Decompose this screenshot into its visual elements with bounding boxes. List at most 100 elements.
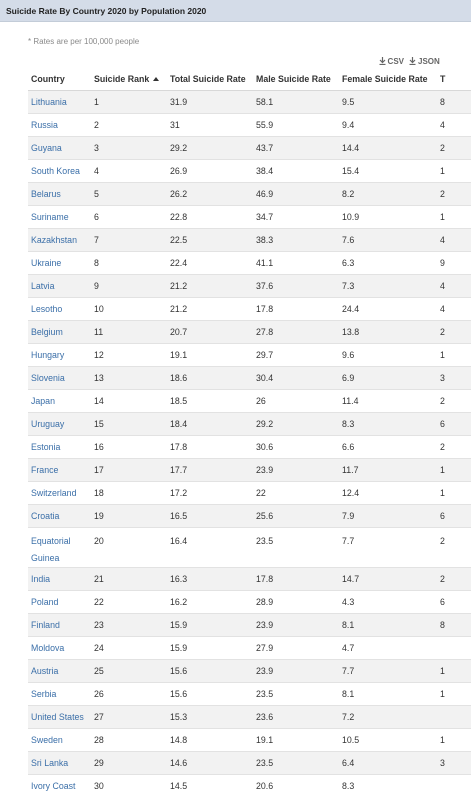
table-row: India 21 16.3 17.8 14.7 2 bbox=[28, 567, 471, 591]
cell-country[interactable]: Estonia bbox=[28, 435, 91, 459]
cell-total-rate: 26.9 bbox=[167, 159, 253, 183]
cell-male-rate: 43.7 bbox=[253, 136, 339, 160]
rates-note: * Rates are per 100,000 people bbox=[28, 37, 140, 46]
cell-country[interactable]: Japan bbox=[28, 389, 91, 413]
table-row: Sweden 28 14.8 19.1 10.5 1 bbox=[28, 728, 471, 752]
cell-country[interactable]: Guyana bbox=[28, 136, 91, 160]
column-header-suicide-rank[interactable]: Suicide Rank bbox=[91, 68, 167, 91]
cell-suicide-rank: 7 bbox=[91, 228, 167, 252]
table-row: Ukraine 8 22.4 41.1 6.3 9 bbox=[28, 251, 471, 275]
cell-total-rate: 16.5 bbox=[167, 504, 253, 528]
cell-country[interactable]: Ukraine bbox=[28, 251, 91, 275]
cell-total-rate: 31 bbox=[167, 113, 253, 137]
table-row: Poland 22 16.2 28.9 4.3 6 bbox=[28, 590, 471, 614]
cell-suicide-rank: 20 bbox=[91, 527, 167, 568]
column-header-truncated[interactable]: T bbox=[437, 68, 471, 91]
column-header-total-rate[interactable]: Total Suicide Rate bbox=[167, 68, 253, 91]
cell-male-rate: 29.2 bbox=[253, 412, 339, 436]
cell-country[interactable]: United States bbox=[28, 705, 91, 729]
cell-country[interactable]: Belgium bbox=[28, 320, 91, 344]
cell-female-rate: 9.4 bbox=[339, 113, 437, 137]
cell-country[interactable]: Finland bbox=[28, 613, 91, 637]
cell-country[interactable]: Sweden bbox=[28, 728, 91, 752]
column-header-country[interactable]: Country bbox=[28, 68, 91, 91]
cell-country[interactable]: Latvia bbox=[28, 274, 91, 298]
cell-female-rate: 11.4 bbox=[339, 389, 437, 413]
cell-female-rate: 14.4 bbox=[339, 136, 437, 160]
cell-female-rate: 13.8 bbox=[339, 320, 437, 344]
cell-country[interactable]: Suriname bbox=[28, 205, 91, 229]
cell-suicide-rank: 10 bbox=[91, 297, 167, 321]
cell-country[interactable]: Ivory Coast bbox=[28, 774, 91, 795]
cell-total-rate: 16.2 bbox=[167, 590, 253, 614]
cell-country[interactable]: Moldova bbox=[28, 636, 91, 660]
cell-male-rate: 23.9 bbox=[253, 613, 339, 637]
cell-country[interactable]: South Korea bbox=[28, 159, 91, 183]
cell-suicide-rank: 30 bbox=[91, 774, 167, 795]
cell-country[interactable]: Lesotho bbox=[28, 297, 91, 321]
cell-suicide-rank: 24 bbox=[91, 636, 167, 660]
cell-female-rate: 6.9 bbox=[339, 366, 437, 390]
cell-country[interactable]: Belarus bbox=[28, 182, 91, 206]
cell-truncated: 1 bbox=[437, 343, 471, 367]
column-header-label: T bbox=[440, 73, 446, 84]
cell-country[interactable]: Equatorial Guinea bbox=[28, 527, 91, 568]
cell-truncated: 2 bbox=[437, 527, 471, 568]
cell-total-rate: 14.6 bbox=[167, 751, 253, 775]
cell-country[interactable]: Croatia bbox=[28, 504, 91, 528]
cell-suicide-rank: 16 bbox=[91, 435, 167, 459]
cell-country[interactable]: Hungary bbox=[28, 343, 91, 367]
column-header-label: Suicide Rank bbox=[94, 73, 150, 84]
cell-male-rate: 23.5 bbox=[253, 527, 339, 568]
column-header-label: Country bbox=[31, 73, 65, 84]
table-row: Lithuania 1 31.9 58.1 9.5 8 bbox=[28, 90, 471, 114]
cell-total-rate: 15.9 bbox=[167, 636, 253, 660]
cell-total-rate: 17.7 bbox=[167, 458, 253, 482]
table-row: United States 27 15.3 23.6 7.2 bbox=[28, 705, 471, 729]
sort-ascending-icon bbox=[153, 76, 160, 81]
column-header-female-rate[interactable]: Female Suicide Rate bbox=[339, 68, 437, 91]
cell-female-rate: 9.6 bbox=[339, 343, 437, 367]
cell-female-rate: 8.2 bbox=[339, 182, 437, 206]
cell-truncated: 1 bbox=[437, 682, 471, 706]
download-icon bbox=[379, 57, 386, 65]
json-export-link[interactable]: JSON bbox=[409, 57, 449, 66]
json-label: JSON bbox=[418, 57, 440, 66]
cell-country[interactable]: Kazakhstan bbox=[28, 228, 91, 252]
cell-truncated: 8 bbox=[437, 90, 471, 114]
cell-female-rate: 10.9 bbox=[339, 205, 437, 229]
table-row: Switzerland 18 17.2 22 12.4 1 bbox=[28, 481, 471, 505]
cell-suicide-rank: 12 bbox=[91, 343, 167, 367]
column-header-label: Male Suicide Rate bbox=[256, 73, 331, 84]
cell-country[interactable]: Austria bbox=[28, 659, 91, 683]
cell-country[interactable]: India bbox=[28, 567, 91, 591]
cell-male-rate: 30.4 bbox=[253, 366, 339, 390]
table-body: Lithuania 1 31.9 58.1 9.5 8 Russia 2 31 55.9 9.4 4 G… bbox=[28, 90, 471, 795]
cell-country[interactable]: Uruguay bbox=[28, 412, 91, 436]
cell-truncated: 2 bbox=[437, 389, 471, 413]
cell-country[interactable]: Switzerland bbox=[28, 481, 91, 505]
cell-male-rate: 23.6 bbox=[253, 705, 339, 729]
cell-truncated: 1 bbox=[437, 205, 471, 229]
cell-suicide-rank: 21 bbox=[91, 567, 167, 591]
cell-total-rate: 18.4 bbox=[167, 412, 253, 436]
table-row: Suriname 6 22.8 34.7 10.9 1 bbox=[28, 205, 471, 229]
cell-suicide-rank: 13 bbox=[91, 366, 167, 390]
cell-country[interactable]: Poland bbox=[28, 590, 91, 614]
csv-export-link[interactable]: CSV bbox=[379, 57, 404, 66]
cell-male-rate: 23.9 bbox=[253, 458, 339, 482]
cell-country[interactable]: Lithuania bbox=[28, 90, 91, 114]
cell-country[interactable]: Sri Lanka bbox=[28, 751, 91, 775]
cell-total-rate: 14.5 bbox=[167, 774, 253, 795]
cell-truncated: 1 bbox=[437, 458, 471, 482]
column-header-male-rate[interactable]: Male Suicide Rate bbox=[253, 68, 339, 91]
cell-suicide-rank: 27 bbox=[91, 705, 167, 729]
cell-country[interactable]: Slovenia bbox=[28, 366, 91, 390]
cell-suicide-rank: 14 bbox=[91, 389, 167, 413]
cell-female-rate: 7.7 bbox=[339, 527, 437, 568]
cell-suicide-rank: 15 bbox=[91, 412, 167, 436]
cell-country[interactable]: Serbia bbox=[28, 682, 91, 706]
cell-country[interactable]: France bbox=[28, 458, 91, 482]
cell-country[interactable]: Russia bbox=[28, 113, 91, 137]
cell-male-rate: 17.8 bbox=[253, 567, 339, 591]
